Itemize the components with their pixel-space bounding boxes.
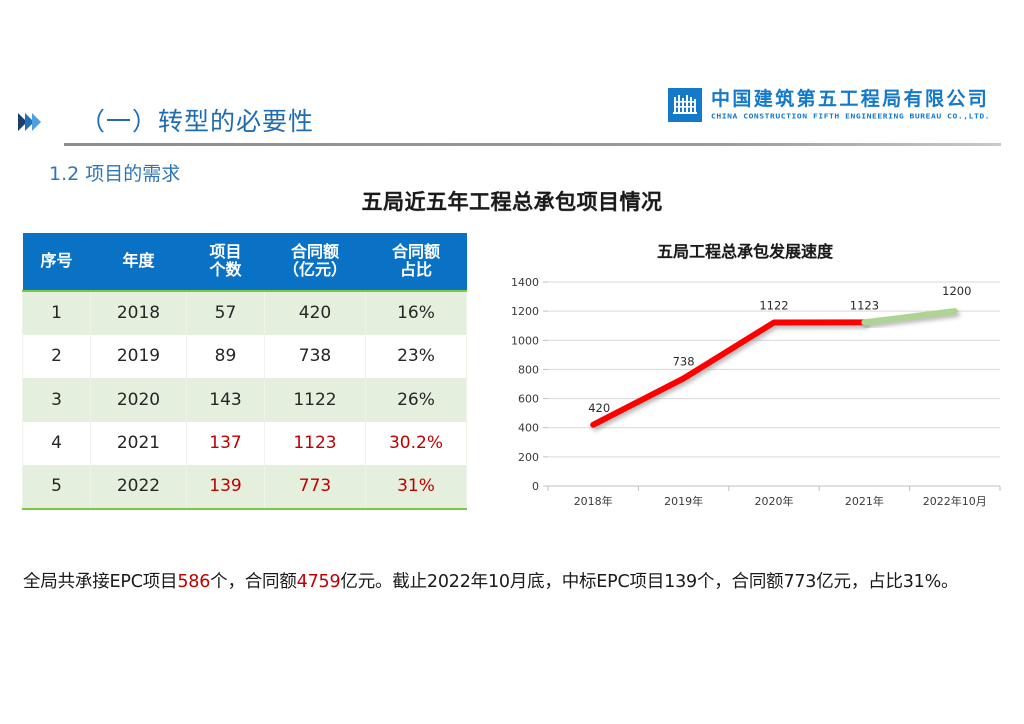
cell-year: 2019 xyxy=(90,334,187,378)
chart-canvas: 0 200 400 600 800 1000 1200 1400 2018年 2019年 2020… xyxy=(511,276,1001,508)
column-header-year-line1: 年度 xyxy=(122,251,155,271)
column-header-share: 合同额 占比 xyxy=(365,233,467,291)
cell-share: 23% xyxy=(365,334,467,378)
x-tick-label: 2018年 xyxy=(574,494,613,508)
chevron-right-icon-1 xyxy=(18,113,27,131)
y-tick-label: 800 xyxy=(518,363,539,376)
slide-header: （一）转型的必要性 中国建筑第五工程局有限公司 CH xyxy=(0,0,1024,150)
y-tick-label: 400 xyxy=(518,422,539,435)
chevrons-right-icon xyxy=(18,111,66,133)
y-tick-label: 0 xyxy=(532,480,539,493)
point-label: 738 xyxy=(673,354,695,368)
cell-index: 2 xyxy=(22,334,91,378)
chart-title: 五局工程总承包发展速度 xyxy=(656,242,833,261)
summary-note: 全局共承接EPC项目586个，合同额4759亿元。截止2022年10月底，中标E… xyxy=(23,568,1013,593)
summary-note-part-1: 586 xyxy=(177,572,211,592)
cell-index: 5 xyxy=(22,465,91,510)
chart-series xyxy=(590,308,958,428)
cell-share: 26% xyxy=(365,378,467,422)
chart-point-labels: 420 738 1122 1123 1200 xyxy=(588,284,971,415)
series-line-0 xyxy=(590,319,868,428)
chart-gridlines xyxy=(548,281,1000,487)
growth-speed-chart: 五局工程总承包发展速度 0 200 400 600 800 1000 1200 1400 20… xyxy=(500,238,1010,538)
chevron-right-icon-2 xyxy=(25,113,34,131)
cell-index: 4 xyxy=(22,421,91,465)
y-tick-label: 1400 xyxy=(511,276,539,289)
cell-year: 2018 xyxy=(90,290,187,335)
point-label: 1200 xyxy=(942,284,971,298)
column-header-year: 年度 xyxy=(90,233,187,291)
column-header-amount-line1: 合同额 xyxy=(290,242,339,262)
x-tick-label: 2019年 xyxy=(664,494,703,508)
cell-year: 2022 xyxy=(90,465,187,510)
cell-year: 2021 xyxy=(90,421,187,465)
summary-note-part-4: 亿元。截止2022年10月底，中标EPC项目139个，合同额773亿元，占比31… xyxy=(340,572,959,592)
chart-x-axis: 2018年 2019年 2020年 2021年 2022年10月 xyxy=(547,486,1001,508)
cell-amount: 420 xyxy=(264,290,366,335)
y-tick-label: 1200 xyxy=(511,305,539,318)
cell-count: 143 xyxy=(186,378,265,422)
column-header-index: 序号 xyxy=(22,233,91,291)
column-header-count-line1: 项目 xyxy=(209,242,242,262)
cell-amount: 738 xyxy=(264,334,366,378)
section-title: （一）转型的必要性 xyxy=(80,107,315,136)
table-body: 1 2018 57 420 16% 2 2019 89 738 23% 3 20… xyxy=(22,290,467,510)
logo-chinese-name: 中国建筑第五工程局有限公司 xyxy=(711,87,990,110)
cell-index: 3 xyxy=(22,378,91,422)
x-tick-label: 2022年10月 xyxy=(923,494,987,508)
cell-amount: 1122 xyxy=(264,378,366,422)
header-divider xyxy=(64,143,1001,146)
cell-count: 57 xyxy=(186,290,265,335)
series-line-1 xyxy=(861,308,958,326)
cscec-seal-icon xyxy=(668,88,702,122)
chart-y-axis: 0 200 400 600 800 1000 1200 1400 xyxy=(511,276,548,493)
y-tick-label: 200 xyxy=(518,451,539,464)
page-title: 五局近五年工程总承包项目情况 xyxy=(361,190,663,214)
x-tick-label: 2020年 xyxy=(755,494,794,508)
cell-share: 16% xyxy=(365,290,467,335)
table-row: 1 2018 57 420 16% xyxy=(22,290,467,335)
y-tick-label: 600 xyxy=(518,393,539,406)
cell-amount: 773 xyxy=(264,465,366,510)
column-header-index-line1: 序号 xyxy=(40,251,73,271)
summary-note-part-2: 个，合同额 xyxy=(210,572,297,592)
project-summary-table: 序号 年度 项目 个数 合同额 （亿元） 合同额 占比 1 2018 57 42… xyxy=(22,233,467,510)
column-header-count-line2: 个数 xyxy=(209,260,242,279)
y-tick-label: 1000 xyxy=(511,334,539,347)
column-header-count: 项目 个数 xyxy=(186,233,265,291)
logo-english-name: CHINA CONSTRUCTION FIFTH ENGINEERING BUR… xyxy=(711,111,991,120)
point-label: 1122 xyxy=(759,299,788,313)
table-header-row: 序号 年度 项目 个数 合同额 （亿元） 合同额 占比 xyxy=(22,233,467,291)
summary-note-part-0: 全局共承接EPC项目 xyxy=(23,572,178,592)
cell-share: 31% xyxy=(365,465,467,510)
cell-count: 139 xyxy=(186,465,265,510)
point-label: 1123 xyxy=(850,298,879,312)
x-tick-label: 2021年 xyxy=(845,494,884,508)
column-header-amount-line2: （亿元） xyxy=(282,260,347,279)
sub-heading: 1.2 项目的需求 xyxy=(49,163,181,185)
cell-count: 137 xyxy=(186,421,265,465)
cell-share: 30.2% xyxy=(365,421,467,465)
company-logo: 中国建筑第五工程局有限公司 CHINA CONSTRUCTION FIFTH E… xyxy=(668,88,990,122)
column-header-share-line2: 占比 xyxy=(399,260,432,279)
point-label: 420 xyxy=(588,401,610,415)
table-row: 4 2021 137 1123 30.2% xyxy=(22,421,467,465)
cell-index: 1 xyxy=(22,290,91,335)
cell-count: 89 xyxy=(186,334,265,378)
summary-note-part-3: 4759 xyxy=(296,572,341,592)
table-row: 3 2020 143 1122 26% xyxy=(22,378,467,422)
column-header-amount: 合同额 （亿元） xyxy=(264,233,366,291)
table-row: 2 2019 89 738 23% xyxy=(22,334,467,378)
cell-year: 2020 xyxy=(90,378,187,422)
chevron-right-icon-3 xyxy=(32,113,41,131)
table-header: 序号 年度 项目 个数 合同额 （亿元） 合同额 占比 xyxy=(22,233,467,291)
table-row: 5 2022 139 773 31% xyxy=(22,465,467,510)
cell-amount: 1123 xyxy=(264,421,366,465)
column-header-share-line1: 合同额 xyxy=(391,242,440,262)
logo-text: 中国建筑第五工程局有限公司 CHINA CONSTRUCTION FIFTH E… xyxy=(711,87,991,121)
